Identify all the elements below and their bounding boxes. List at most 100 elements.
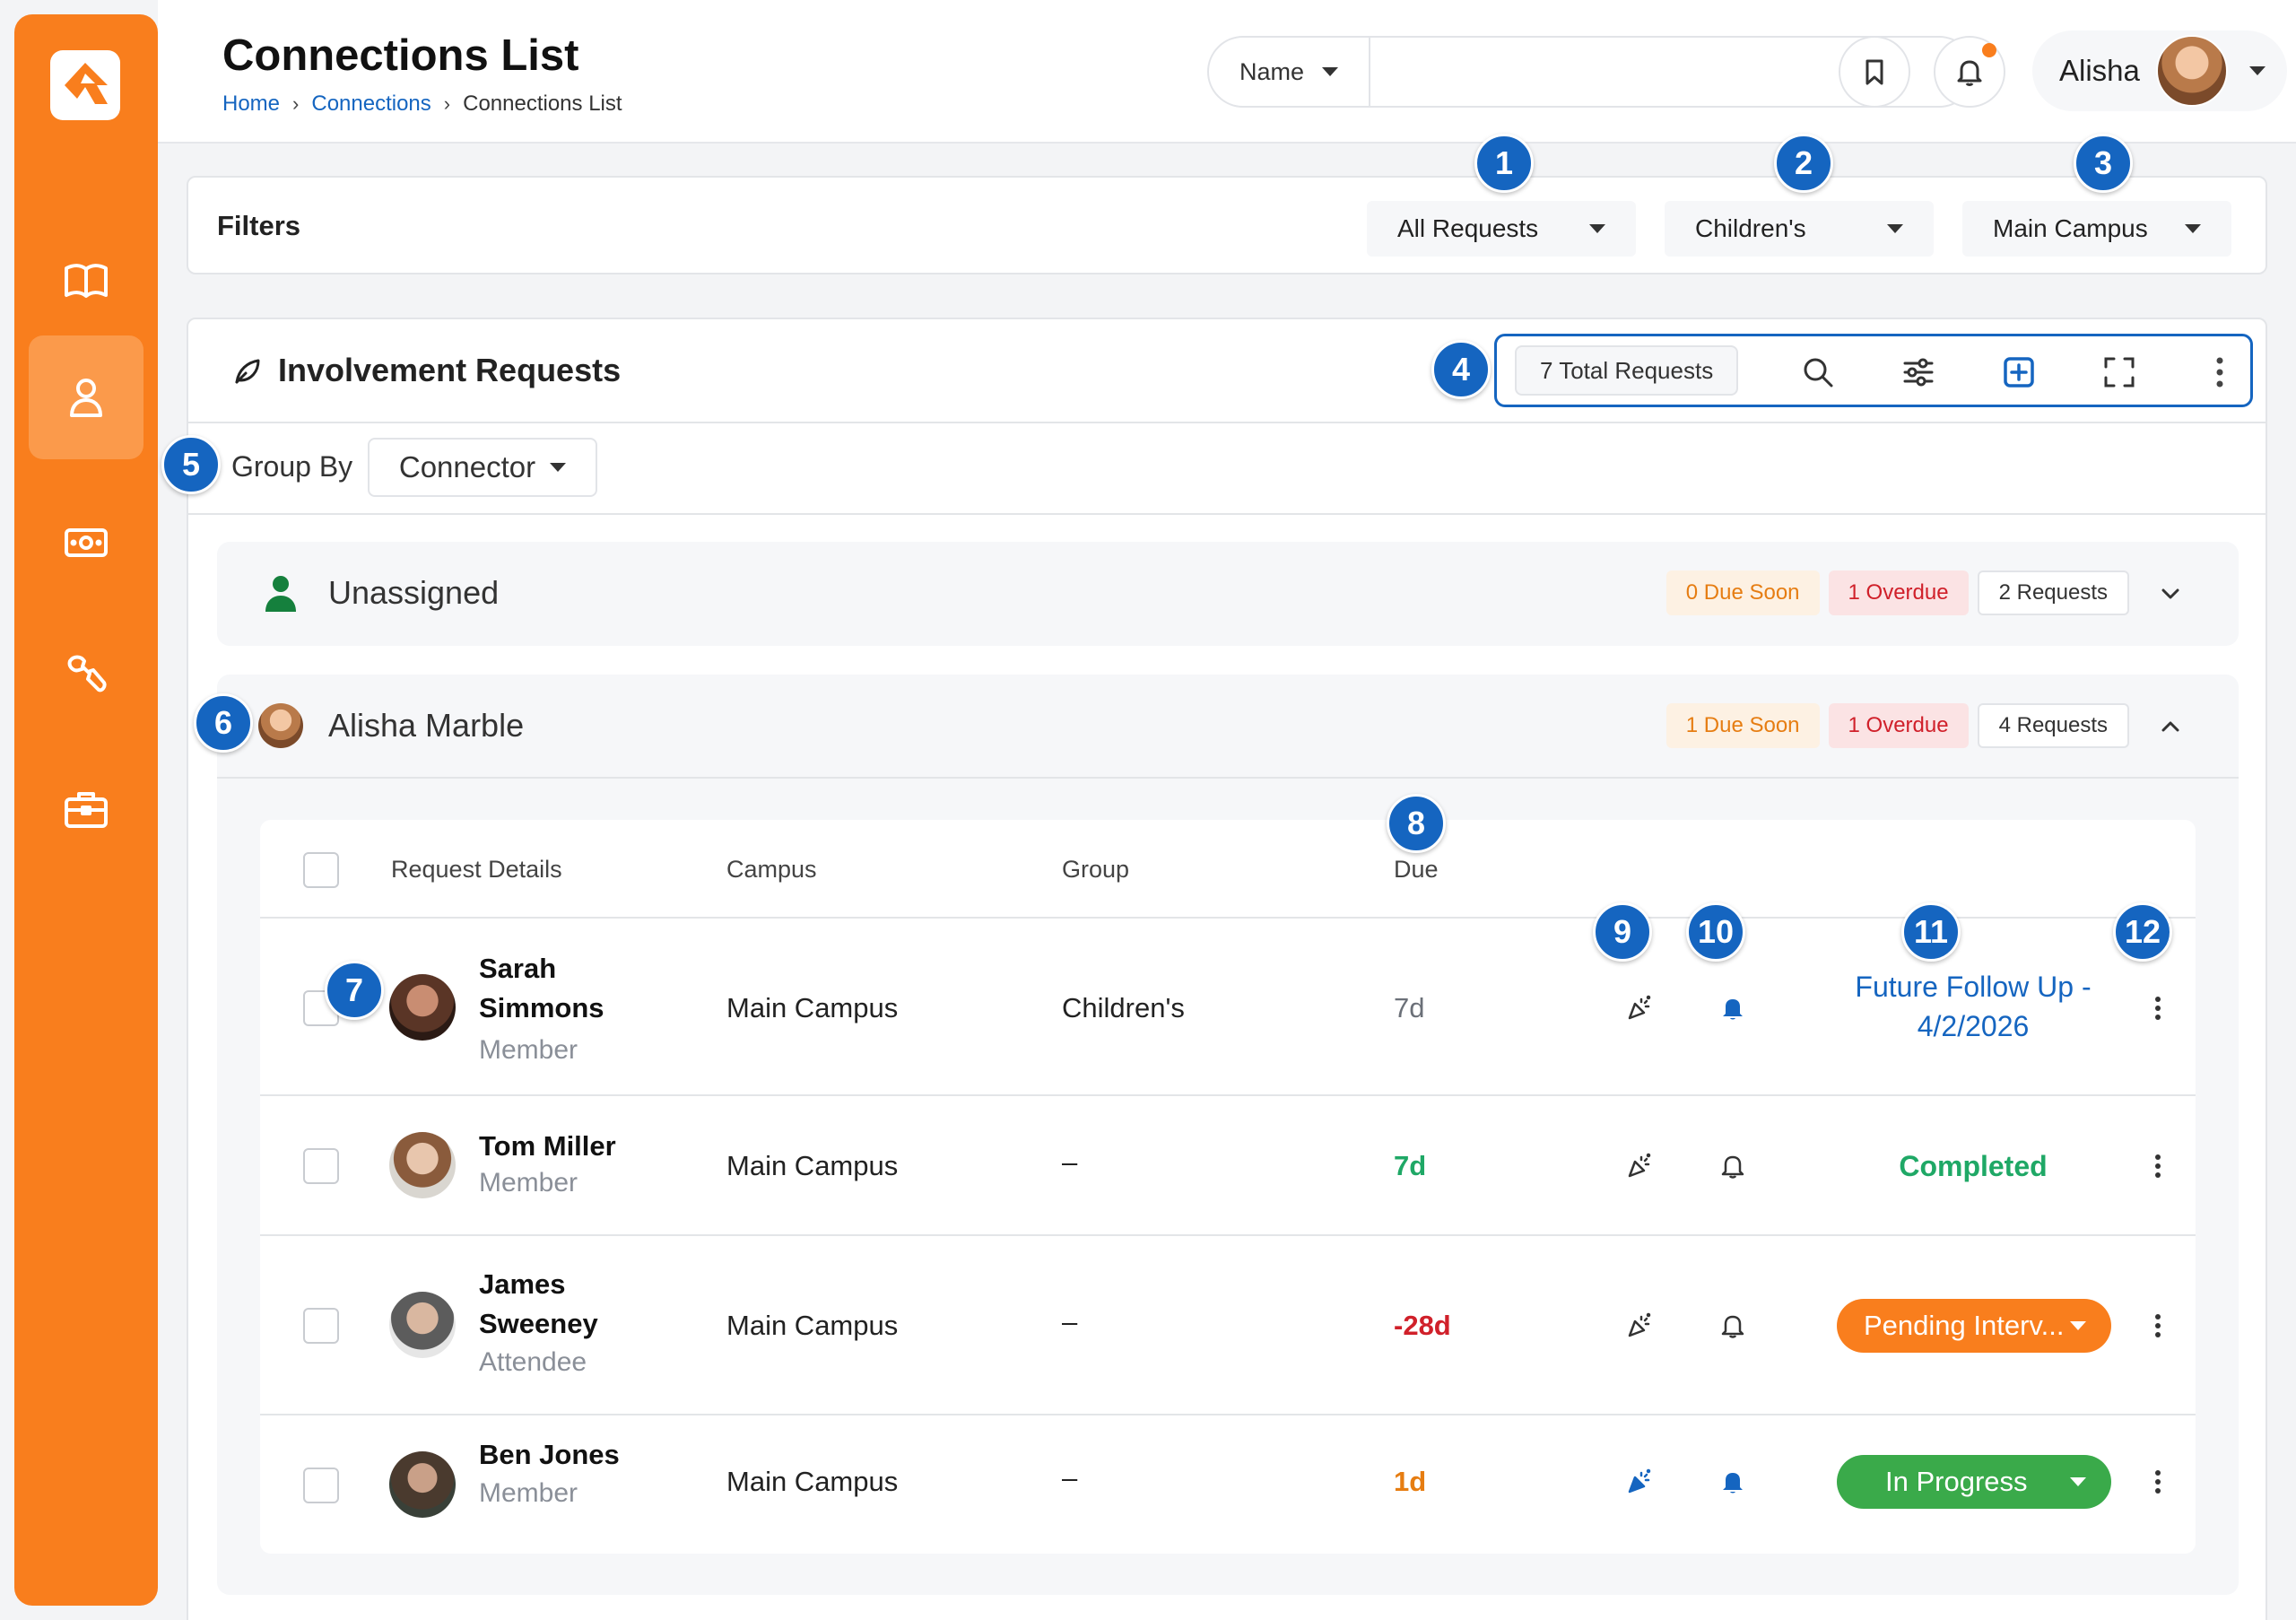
more-options-button[interactable] [2202,354,2238,390]
column-settings-button[interactable] [1900,354,1936,390]
callout-badge-5: 5 [161,435,221,494]
requests-table: Request Details Campus Group Due Sarah S… [260,820,2196,1554]
person-role: Attendee [479,1347,587,1377]
callout-badge-4: 4 [1431,340,1491,399]
status-value: Pending Interv... [1864,1310,2065,1341]
kebab-menu-icon [2155,997,2161,1020]
sidebar [14,14,158,1606]
user-avatar [2155,35,2228,107]
callout-badge-7: 7 [325,961,384,1020]
celebrate-button[interactable] [1622,990,1657,1026]
column-header-group[interactable]: Group [1062,856,1130,883]
column-header-due[interactable]: Due [1394,856,1439,883]
status-dropdown[interactable]: Pending Interv... [1837,1299,2111,1353]
status-dropdown[interactable]: In Progress [1837,1455,2111,1509]
celebrate-button[interactable] [1622,1308,1657,1344]
notifications-button[interactable] [1934,36,2005,108]
add-request-button[interactable] [2001,354,2037,390]
involvement-requests-panel: Involvement Requests 7 Total Requests [187,318,2267,1620]
row-menu-button[interactable] [2140,990,2176,1026]
party-popper-icon [1628,1153,1651,1178]
callout-badge-3: 3 [2074,134,2133,193]
money-icon [65,528,108,557]
search-type-dropdown[interactable]: Name [1209,38,1370,106]
group-summary: 1 Due Soon 1 Overdue 4 Requests [1665,703,2129,748]
table-header: Request Details Campus Group Due [260,820,2196,919]
group-by-label: Group By [231,450,353,483]
reminder-button[interactable] [1715,1464,1751,1500]
status-link[interactable]: Future Follow Up - 4/2/2026 [1855,971,2092,1042]
sidebar-item-people[interactable] [29,335,144,459]
person-name[interactable]: Tom Miller [479,1130,616,1162]
group-by-value: Connector [398,450,536,483]
breadcrumb-home[interactable]: Home [222,91,281,116]
due-cell: 1d [1394,1466,1427,1497]
user-menu[interactable]: Alisha [2032,30,2287,111]
person-name[interactable]: Sarah Simmons [479,953,604,1023]
sidebar-item-book[interactable] [29,219,144,343]
breadcrumb-separator: › [443,92,451,115]
row-checkbox[interactable] [303,1308,339,1344]
group-header[interactable]: Unassigned 0 Due Soon 1 Overdue 2 Reques… [217,542,2239,646]
chevron-up-icon[interactable] [2158,714,2183,739]
campus-value: Main Campus [1993,214,2148,242]
group-by-dropdown[interactable]: Connector [368,438,597,497]
breadcrumb-connections[interactable]: Connections [311,91,431,116]
sliders-icon [1903,358,1934,387]
rock-logo-icon[interactable] [50,50,120,120]
row-checkbox[interactable] [303,1468,339,1503]
row-menu-button[interactable] [2140,1464,2176,1500]
callout-badge-9: 9 [1593,902,1652,962]
kebab-menu-icon [2155,1314,2161,1337]
search-button[interactable] [1800,354,1836,390]
party-popper-icon [1628,995,1651,1020]
caret-down-icon [2070,1477,2086,1486]
total-requests-count: 7 Total Requests [1515,345,1739,396]
campus-cell: Main Campus [726,1310,899,1341]
column-header-campus[interactable]: Campus [726,856,817,883]
celebrate-button[interactable] [1622,1464,1657,1500]
notification-dot [1982,43,1996,57]
column-header-details[interactable]: Request Details [391,856,562,883]
sidebar-item-finance[interactable] [29,481,144,605]
table-row[interactable]: Ben Jones Member Main Campus – 1d In Pro… [260,1415,2196,1554]
reminder-button[interactable] [1715,1148,1751,1184]
sidebar-item-tools[interactable] [29,614,144,737]
row-menu-button[interactable] [2140,1308,2176,1344]
group-cell: Children's [1062,992,1185,1023]
group-name: Unassigned [328,574,500,611]
connector-avatar [258,703,303,748]
request-type-filter[interactable]: All Requests [1367,201,1636,257]
sidebar-item-admin[interactable] [29,748,144,872]
ministry-value: Children's [1695,214,1806,242]
row-checkbox[interactable] [303,1148,339,1184]
requests-header: Involvement Requests 7 Total Requests [188,319,2266,423]
table-row[interactable]: James Sweeney Attendee Main Campus – -28… [260,1236,2196,1415]
page-title: Connections List [222,31,579,80]
person-photo [389,1132,456,1198]
person-name[interactable]: James Sweeney [479,1268,598,1339]
kebab-menu-icon [2155,1470,2161,1494]
group-name: Alisha Marble [328,707,525,744]
campus-filter[interactable]: Main Campus [1962,201,2231,257]
ministry-filter[interactable]: Children's [1665,201,1934,257]
select-all-checkbox[interactable] [303,852,339,888]
breadcrumb-separator: › [292,92,300,115]
row-menu-button[interactable] [2140,1148,2176,1184]
group-header[interactable]: Alisha Marble 1 Due Soon 1 Overdue 4 Req… [217,675,2239,779]
table-row[interactable]: Tom Miller Member Main Campus – 7d Compl… [260,1096,2196,1236]
add-square-icon [2004,357,2034,388]
chevron-down-icon[interactable] [2158,581,2183,606]
fullscreen-button[interactable] [2101,354,2137,390]
kebab-menu-icon [2216,357,2223,388]
book-icon [65,264,108,298]
reminder-button[interactable] [1715,990,1751,1026]
campus-cell: Main Campus [726,992,899,1023]
requests-title: Involvement Requests [278,352,622,388]
person-name[interactable]: Ben Jones [479,1439,620,1470]
leaf-icon [235,359,260,384]
reminder-button[interactable] [1715,1308,1751,1344]
celebrate-button[interactable] [1622,1148,1657,1184]
bookmark-button[interactable] [1839,36,1910,108]
request-count-badge: 4 Requests [1977,703,2129,748]
